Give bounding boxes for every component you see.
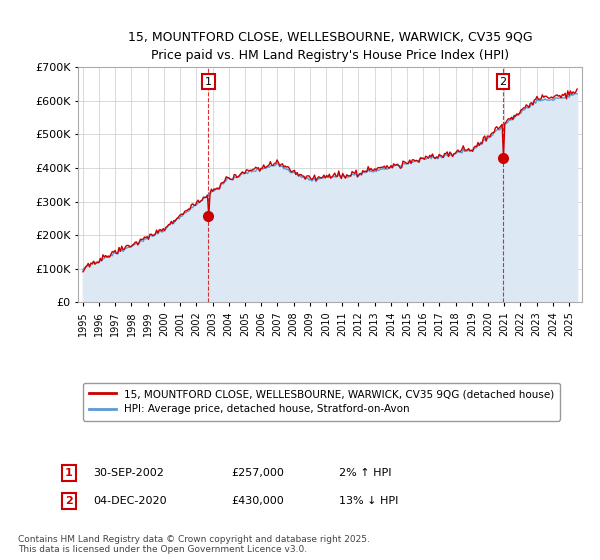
Text: £257,000: £257,000 bbox=[231, 468, 284, 478]
Text: 1: 1 bbox=[65, 468, 73, 478]
Text: 2% ↑ HPI: 2% ↑ HPI bbox=[339, 468, 391, 478]
Text: Contains HM Land Registry data © Crown copyright and database right 2025.
This d: Contains HM Land Registry data © Crown c… bbox=[18, 535, 370, 554]
Text: 2: 2 bbox=[65, 496, 73, 506]
Text: 04-DEC-2020: 04-DEC-2020 bbox=[93, 496, 167, 506]
Title: 15, MOUNTFORD CLOSE, WELLESBOURNE, WARWICK, CV35 9QG
Price paid vs. HM Land Regi: 15, MOUNTFORD CLOSE, WELLESBOURNE, WARWI… bbox=[128, 31, 532, 62]
Text: 1: 1 bbox=[205, 77, 212, 87]
Text: £430,000: £430,000 bbox=[231, 496, 284, 506]
Text: 2: 2 bbox=[499, 77, 506, 87]
Text: 13% ↓ HPI: 13% ↓ HPI bbox=[339, 496, 398, 506]
Text: 30-SEP-2002: 30-SEP-2002 bbox=[93, 468, 164, 478]
Legend: 15, MOUNTFORD CLOSE, WELLESBOURNE, WARWICK, CV35 9QG (detached house), HPI: Aver: 15, MOUNTFORD CLOSE, WELLESBOURNE, WARWI… bbox=[83, 383, 560, 421]
